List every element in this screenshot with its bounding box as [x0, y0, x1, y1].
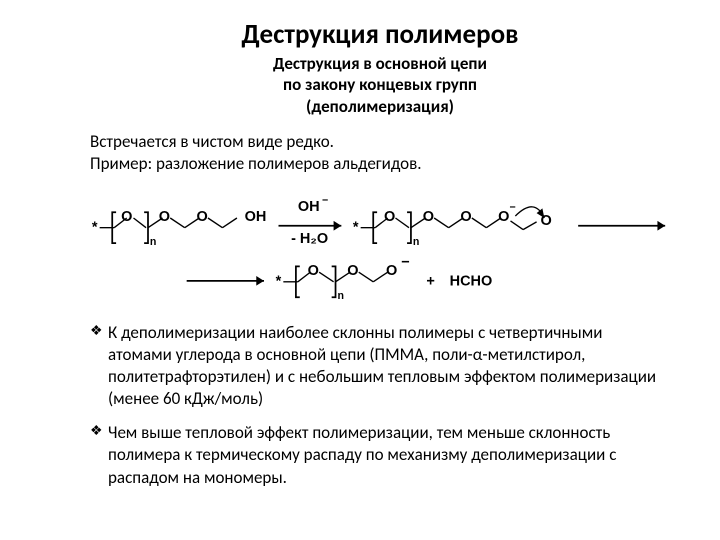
subtitle-line-2: по закону концевых групп: [283, 74, 477, 95]
atom-O-3: O: [196, 209, 207, 225]
atom-O-anion: O: [386, 263, 397, 279]
atom-O-1: O: [121, 209, 132, 225]
subtitle-line-1: Деструкция в основной цепи: [273, 53, 487, 74]
subtitle-line-3: (деполимеризация): [306, 96, 454, 117]
atom-O-5: O: [423, 209, 434, 225]
intro-line-2: Пример: разложение полимеров альдегидов.: [90, 153, 422, 174]
subscript-n-1: n: [150, 236, 157, 248]
star-left-1: *: [92, 219, 98, 235]
atom-O-9: O: [347, 263, 358, 279]
star-left-2: *: [353, 219, 359, 235]
atom-O-2: O: [159, 209, 170, 225]
product-hcho: HCHO: [450, 274, 493, 290]
bullet-2: Чем выше тепловой эффект полимеризации, …: [90, 422, 670, 488]
atom-O-4: O: [384, 209, 395, 225]
bullet-1: К деполимеризации наиболее склонны полим…: [90, 322, 670, 410]
atom-O-anion-charge: −: [401, 254, 409, 270]
plus-sign: +: [426, 274, 434, 290]
slide-subtitle: Деструкция в основной цепи по закону кон…: [90, 53, 670, 117]
reagent-OH: OH: [298, 199, 320, 215]
subscript-n-3: n: [337, 290, 344, 302]
atom-O-6: O: [460, 209, 471, 225]
star-left-3: *: [276, 274, 282, 290]
reagent-OH-charge: −: [322, 194, 328, 206]
reaction-scheme: * O n O O OH OH − - H₂O * O n: [90, 189, 670, 305]
atom-OH-1: OH: [245, 209, 267, 225]
slide-title: Деструкция полимеров: [90, 18, 670, 51]
subscript-n-2: n: [413, 236, 420, 248]
atom-O-7: O: [498, 209, 509, 225]
byproduct-h2o: - H₂O: [291, 231, 328, 247]
atom-O-8: O: [308, 263, 319, 279]
slide-root: Деструкция полимеров Деструкция в основн…: [0, 0, 720, 540]
intro-paragraph: Встречается в чистом виде редко. Пример:…: [90, 131, 670, 175]
atom-O-leaving: O: [540, 213, 551, 229]
intro-line-1: Встречается в чистом виде редко.: [90, 131, 334, 152]
atom-O-7-charge: −: [510, 201, 516, 213]
